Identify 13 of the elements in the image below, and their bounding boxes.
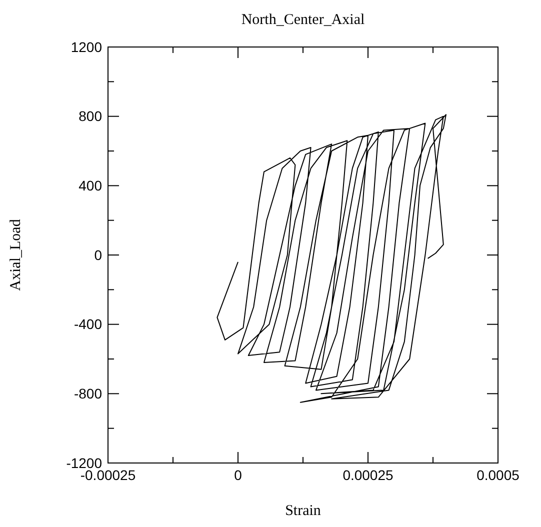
y-tick-label: 800 <box>78 108 102 124</box>
x-tick-label: 0.0005 <box>476 467 520 483</box>
x-axis-title: Strain <box>285 503 322 519</box>
y-axis-title: Axial_Load <box>8 218 24 291</box>
x-tick-label: 0.00025 <box>342 467 394 483</box>
chart-title: North_Center_Axial <box>241 12 365 28</box>
y-tick-label: 1200 <box>70 38 102 55</box>
y-tick-label: -800 <box>74 386 102 402</box>
x-tick-label: 0 <box>234 467 242 483</box>
y-tick-label: 0 <box>94 246 102 263</box>
line-series <box>216 114 446 403</box>
y-tick-label: 400 <box>78 178 102 194</box>
y-tick-label: -400 <box>74 316 102 332</box>
